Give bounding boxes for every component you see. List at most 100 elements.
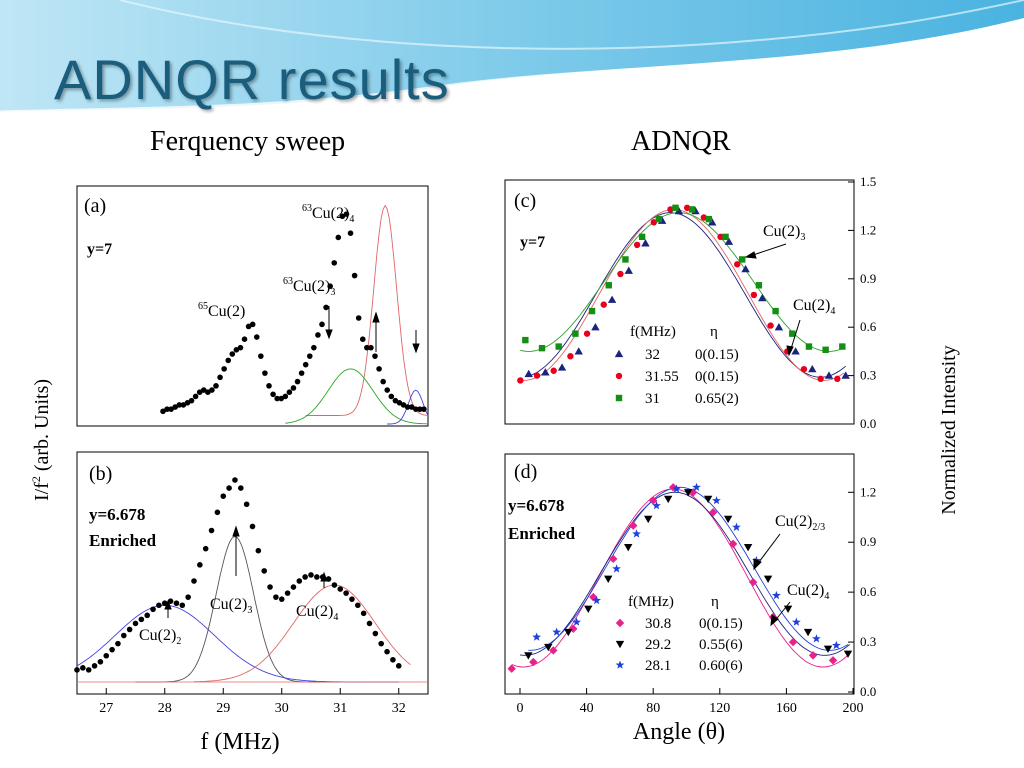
panel-b-point: [267, 584, 273, 590]
annot-63cu2-3: 63Cu(2)3: [283, 276, 335, 298]
annot-cu2-4-d: Cu(2)4: [787, 582, 829, 602]
panel-b-point: [331, 582, 338, 588]
panel-a-point: [331, 260, 338, 266]
panel-b-point: [261, 568, 268, 574]
panel-b-point: [249, 523, 256, 530]
panel-a-point: [306, 353, 313, 359]
panel-c-legend-eta: 0(0.15): [695, 347, 739, 363]
panel-b-x-tick-label: 31: [333, 701, 347, 716]
panel-d-y-axis: 0.0 0.3 0.6 0.9 1.2: [848, 484, 877, 699]
panel-c-legend-freq: 31: [645, 391, 660, 407]
panel-b-point: [185, 594, 191, 600]
panel-b-point: [220, 493, 227, 499]
panel-d-y-tick-label: 0.3: [860, 634, 876, 649]
panel-b-point: [302, 574, 308, 580]
right-xlabel: Angle (θ): [633, 719, 725, 745]
panel-c-label: (c): [514, 190, 536, 212]
panel-b-point: [226, 485, 232, 491]
panel-b-point: [255, 547, 262, 554]
panel-b-point: [208, 527, 215, 534]
panel-b-point: [138, 616, 145, 623]
adnqr-header: ADNQR: [631, 126, 731, 157]
panel-b-label: (b): [89, 463, 112, 485]
panel-d-y-tick-label: 0.0: [860, 684, 876, 699]
panel-a-point: [253, 334, 260, 340]
panel-a-point: [225, 357, 232, 364]
panel-c-y-tick-label: 0.6: [860, 319, 877, 334]
panel-b-point: [232, 477, 238, 483]
frequency-sweep-header: Ferquency sweep: [150, 126, 346, 157]
panel-d-y-tick-label: 1.2: [860, 484, 876, 499]
panel-b-x-tick-label: 28: [158, 701, 172, 716]
panel-c-point-31-55: [650, 219, 658, 226]
panel-d-point-28-1: [592, 595, 601, 605]
panel-b-point: [384, 648, 390, 655]
panel-d-point-29-2: [544, 643, 553, 652]
slide-title: ADNQR results: [54, 48, 450, 111]
panel-a-point: [384, 387, 391, 393]
annot-cu2-3-c: Cu(2)3: [763, 223, 805, 243]
panel-c-point-32: [824, 371, 834, 379]
panel-d-point-29-2: [703, 495, 713, 504]
panel-b-point: [80, 665, 86, 671]
panel-d-x-tick-label: 0: [517, 701, 524, 716]
panel-c-point-31-55: [683, 204, 691, 212]
panel-a-point: [274, 395, 280, 402]
panel-b-point: [314, 574, 320, 580]
panel-b-point: [284, 590, 291, 596]
panel-d-arrows: [753, 533, 791, 627]
panel-b-point: [355, 602, 361, 609]
panel-c-point-32: [591, 323, 600, 331]
panel-c-sample: y=7: [520, 234, 545, 251]
panel-a-sample: y=7: [87, 241, 112, 258]
panel-b-point: [179, 602, 186, 609]
panel-c-legend-header-f: f(MHz): [630, 324, 676, 340]
panel-a-point: [335, 234, 342, 241]
panel-b-point: [343, 590, 349, 596]
panel-c-point-32: [574, 347, 583, 355]
panel-a-point: [286, 389, 293, 396]
panel-d-point-29-2: [743, 544, 753, 552]
panel-d-x-axis: 0 40 80 120 160 200: [517, 688, 864, 716]
panel-c-point-32: [774, 323, 784, 331]
panel-d-point-28-1: [632, 529, 641, 538]
panel-b-point: [349, 596, 355, 602]
panel-c-point-31-55: [734, 261, 741, 268]
panel-a-point: [347, 230, 354, 236]
panel-c-point-31-55: [633, 241, 641, 249]
panel-d-fit-281: [528, 486, 849, 651]
panel-d-legend-eta: 0.55(6): [699, 637, 743, 653]
panel-c-legend-marker: [614, 349, 624, 358]
panel-c-point-31-55: [583, 330, 591, 337]
panel-c-point-31-55: [700, 214, 708, 221]
panel-c-point-31: [655, 215, 663, 223]
panel-b-point: [126, 626, 133, 633]
panel-a-point: [213, 383, 219, 389]
panel-d-points: [507, 482, 853, 673]
panel-c-legend-marker: [615, 394, 623, 402]
panel-d-point-30-8: [507, 664, 516, 673]
panel-c-point-31-55: [800, 365, 808, 373]
panel-c-frame: [504, 179, 855, 425]
panel-c-point-31-55: [667, 206, 674, 213]
panel-c-point-31: [722, 233, 729, 241]
panel-a-point: [294, 378, 301, 385]
panel-d-point-29-2: [524, 652, 533, 660]
panel-c-point-32: [607, 295, 617, 303]
panel-a-point: [302, 361, 309, 368]
panel-d-point-29-2: [663, 495, 673, 504]
panel-c-point-31: [822, 346, 829, 353]
panel-a-point: [290, 385, 297, 391]
panel-d-legend-freq: 29.2: [645, 637, 671, 653]
panel-d-point-29-2: [763, 575, 773, 584]
panel-d-point-30-8: [629, 521, 638, 530]
panel-c-point-31: [688, 206, 696, 213]
panel-a-point: [270, 391, 276, 398]
panel-c-point-31: [789, 330, 796, 337]
panel-a-point: [319, 321, 325, 328]
panel-b-x-tick-label: 29: [216, 701, 230, 716]
panel-c-point-32: [758, 293, 767, 302]
panel-b-x-tick-label: 32: [392, 701, 406, 716]
panel-b-fit-cu2-4: [194, 584, 411, 683]
